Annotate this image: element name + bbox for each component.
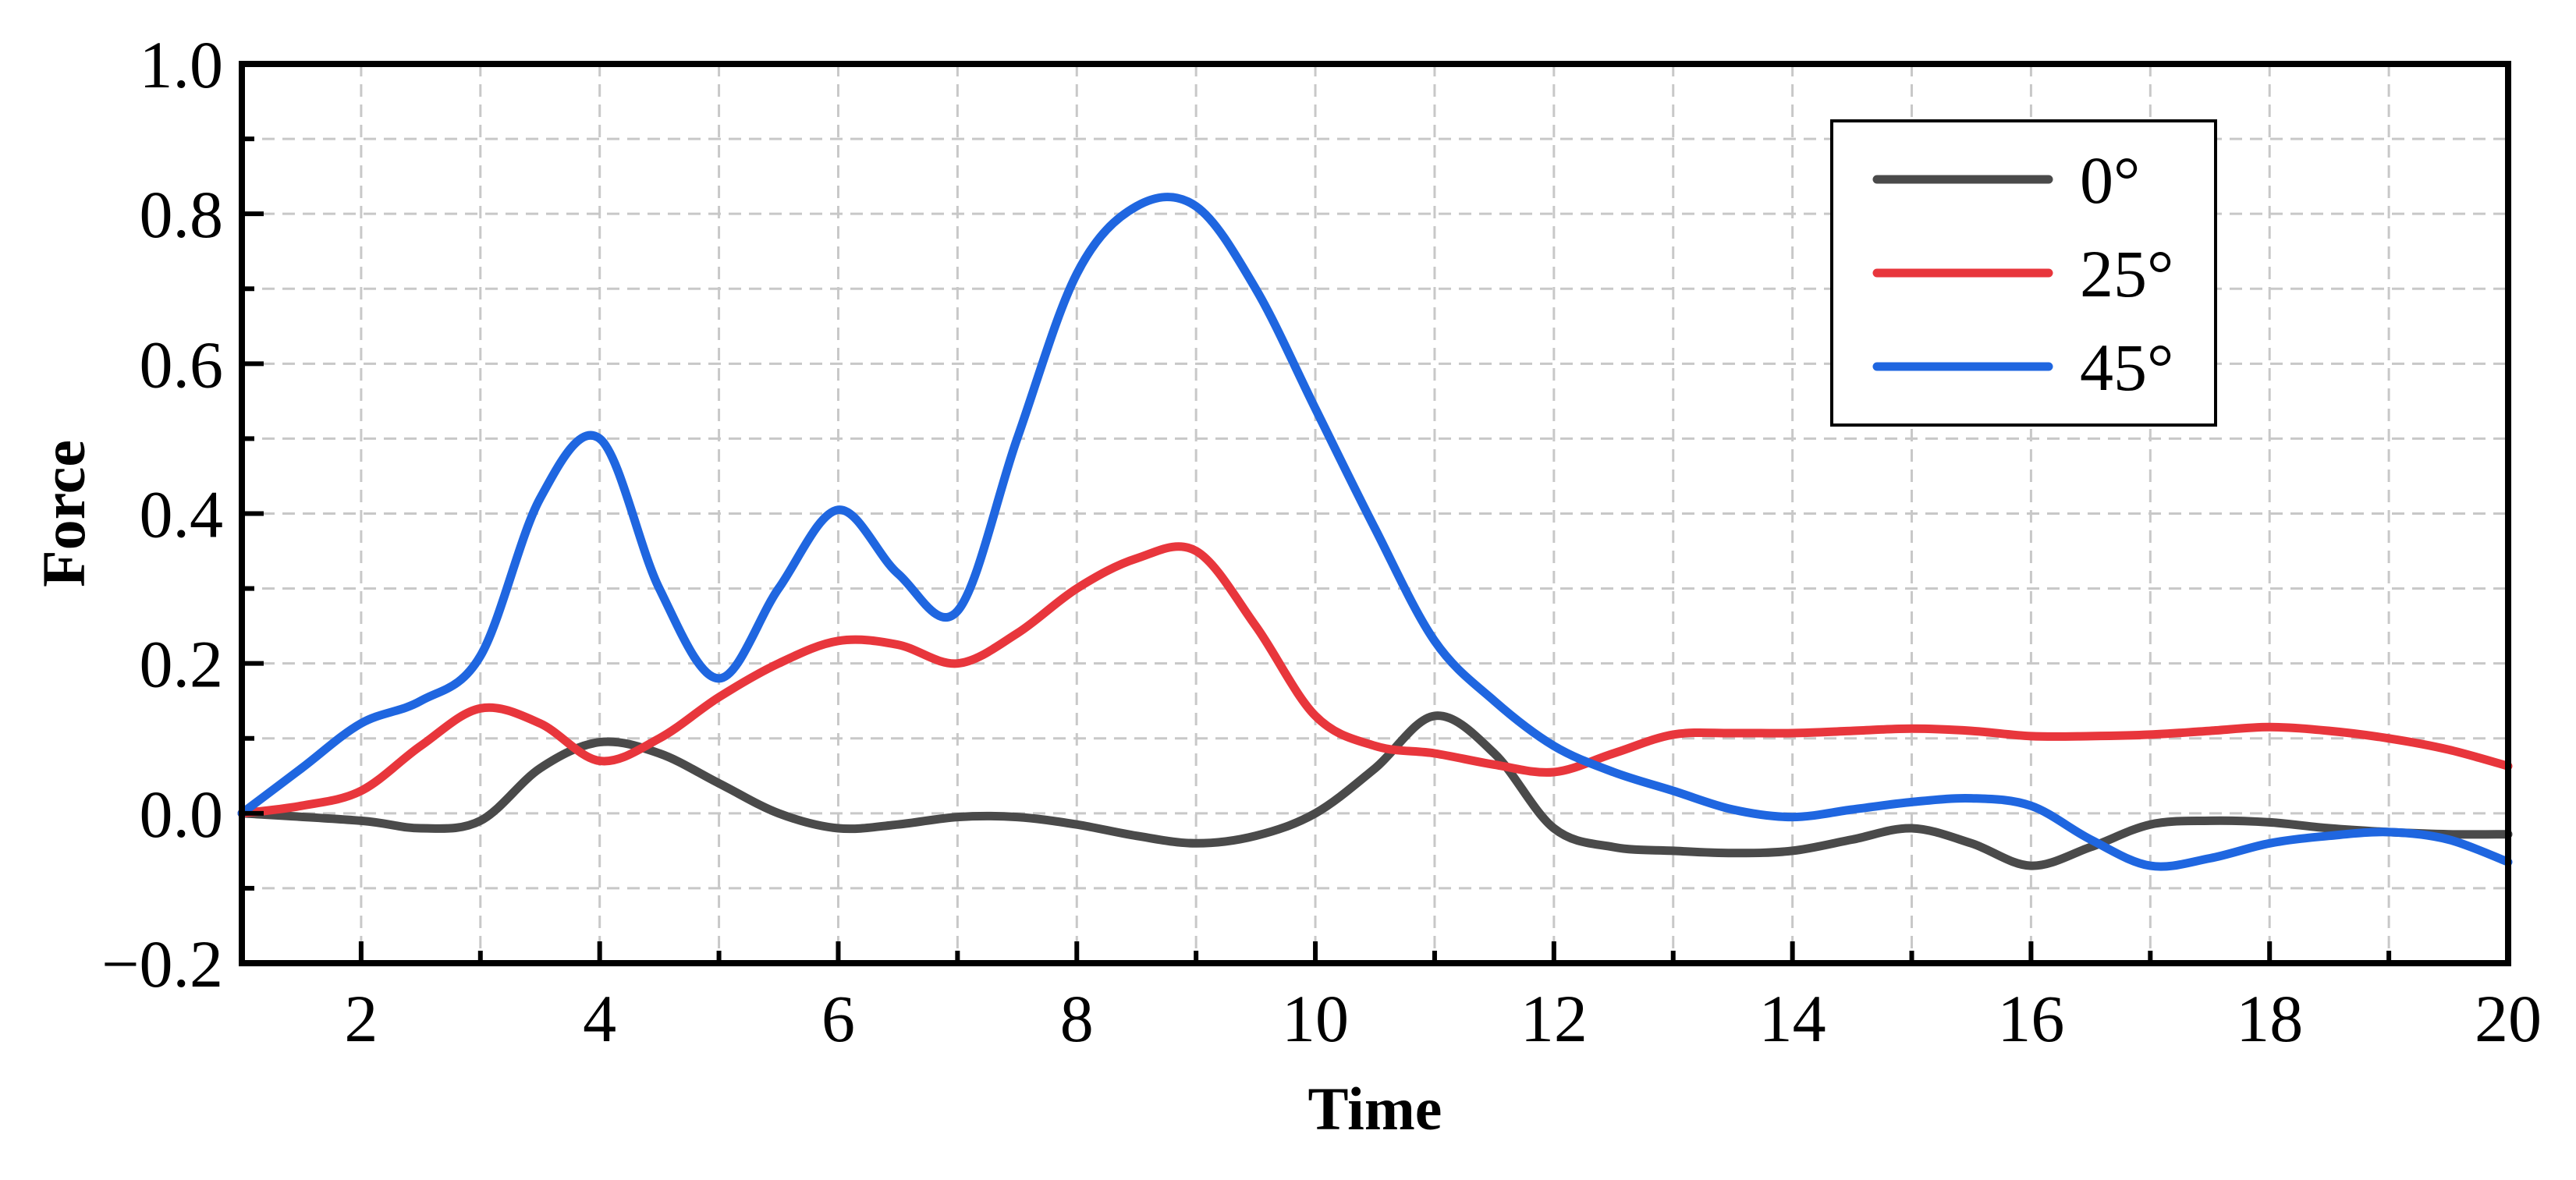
y-tick-label: 1.0 bbox=[140, 27, 224, 102]
series-lines bbox=[237, 193, 2513, 871]
axis-ticks bbox=[240, 62, 2510, 966]
series-line-0 bbox=[237, 711, 2513, 870]
x-tick-label: 18 bbox=[2236, 981, 2303, 1056]
legend-label-1: 25° bbox=[2080, 236, 2173, 311]
x-tick-label: 16 bbox=[1997, 981, 2064, 1056]
x-tick-label: 6 bbox=[821, 981, 855, 1056]
y-tick-labels: −0.2 0.0 0.2 0.4 0.6 0.8 1.0 bbox=[101, 27, 223, 1001]
series-line-1 bbox=[237, 542, 2513, 818]
y-tick-label: 0.6 bbox=[140, 327, 224, 402]
y-tick-label: −0.2 bbox=[101, 927, 223, 1001]
y-tick-label: 0.0 bbox=[140, 777, 224, 852]
legend-label-2: 45° bbox=[2080, 330, 2173, 405]
x-tick-label: 20 bbox=[2475, 981, 2542, 1056]
x-tick-label: 12 bbox=[1520, 981, 1588, 1056]
legend-label-0: 0° bbox=[2080, 143, 2140, 218]
x-tick-label: 2 bbox=[344, 981, 378, 1056]
y-tick-label: 0.8 bbox=[140, 177, 224, 252]
x-axis-title: Time bbox=[1308, 1075, 1442, 1143]
x-tick-label: 10 bbox=[1282, 981, 1349, 1056]
y-tick-label: 0.4 bbox=[140, 477, 224, 552]
y-tick-label: 0.2 bbox=[140, 627, 224, 702]
x-tick-labels: 2 4 6 8 10 12 14 16 18 20 bbox=[344, 981, 2542, 1056]
legend: 0° 25° 45° bbox=[1830, 119, 2217, 427]
series-line-2 bbox=[237, 193, 2513, 871]
x-tick-label: 14 bbox=[1759, 981, 1826, 1056]
y-axis-title: Force bbox=[30, 440, 98, 587]
x-tick-label: 4 bbox=[583, 981, 616, 1056]
x-tick-label: 8 bbox=[1060, 981, 1094, 1056]
